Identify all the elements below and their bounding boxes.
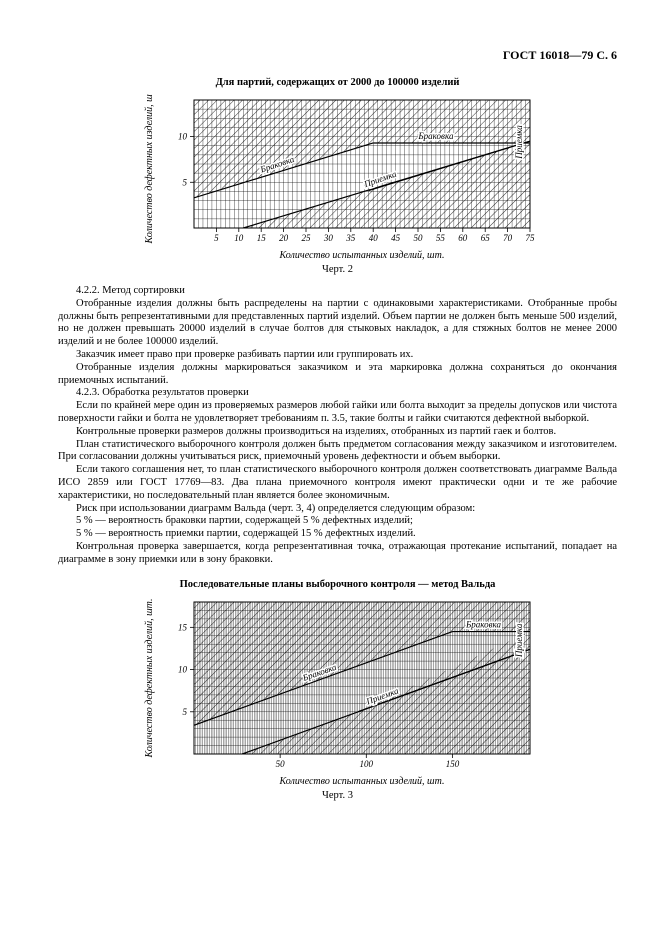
svg-text:5: 5 xyxy=(182,706,187,716)
svg-text:40: 40 xyxy=(368,233,378,243)
para: План статистического выборочного контрол… xyxy=(58,439,617,465)
para: Отобранные изделия должны маркироваться … xyxy=(58,362,617,388)
para: Контрольная проверка завершается, когда … xyxy=(58,541,617,567)
para: Если по крайней мере один из проверяемых… xyxy=(58,400,617,426)
svg-text:60: 60 xyxy=(458,233,468,243)
chart2: 50 100 150 5 10 15 Количество испытанных издел… xyxy=(138,596,538,788)
svg-text:25: 25 xyxy=(301,233,311,243)
svg-text:50: 50 xyxy=(413,233,423,243)
svg-text:55: 55 xyxy=(435,233,445,243)
chart1-wrap: 5 10 15 20 25 30 35 40 45 50 55 60 65 70 75 5 10 Количест… xyxy=(58,94,617,262)
svg-text:Количество испытанных изделий,: Количество испытанных изделий, шт. xyxy=(278,250,444,261)
chart2-title: Последовательные планы выборочного контр… xyxy=(58,579,617,590)
chart1: 5 10 15 20 25 30 35 40 45 50 55 60 65 70 75 5 10 Количест… xyxy=(138,94,538,262)
svg-text:30: 30 xyxy=(322,233,333,243)
para: 5 % — вероятность браковки партии, содер… xyxy=(58,515,617,528)
svg-text:35: 35 xyxy=(345,233,356,243)
svg-text:Количество испытанных изделий,: Количество испытанных изделий, шт. xyxy=(278,776,444,787)
svg-text:70: 70 xyxy=(503,233,512,243)
para: Отобранные изделия должны быть распредел… xyxy=(58,298,617,349)
para-4-2-3: 4.2.3. Обработка результатов проверки xyxy=(58,387,617,400)
svg-text:Браковка: Браковка xyxy=(417,131,454,141)
doc-id: ГОСТ 16018—79 С. 6 xyxy=(58,48,617,63)
svg-text:5: 5 xyxy=(214,233,219,243)
para: Контрольные проверки размеров должны про… xyxy=(58,426,617,439)
svg-text:15: 15 xyxy=(178,622,188,632)
svg-text:15: 15 xyxy=(256,233,266,243)
svg-text:Количество дефектных изделий,: Количество дефектных изделий, шт. xyxy=(144,94,155,245)
para: Риск при использовании диаграмм Вальда (… xyxy=(58,503,617,516)
svg-text:Приемка: Приемка xyxy=(514,125,524,160)
para: Если такого соглашения нет, то план стат… xyxy=(58,464,617,502)
svg-text:100: 100 xyxy=(359,759,373,769)
document-page: { "header": { "doc_id": "ГОСТ 16018—79 С… xyxy=(0,0,661,936)
svg-text:45: 45 xyxy=(391,233,401,243)
svg-text:Количество дефектных изделий,: Количество дефектных изделий, шт. xyxy=(144,598,155,758)
para-4-2-2: 4.2.2. Метод сортировки xyxy=(58,285,617,298)
svg-text:5: 5 xyxy=(182,177,187,187)
svg-text:50: 50 xyxy=(275,759,285,769)
svg-text:20: 20 xyxy=(279,233,289,243)
para: 5 % — вероятность приемки партии, содерж… xyxy=(58,528,617,541)
svg-text:10: 10 xyxy=(178,132,188,142)
chart2-wrap: 50 100 150 5 10 15 Количество испытанных издел… xyxy=(58,596,617,788)
svg-text:75: 75 xyxy=(525,233,535,243)
svg-text:10: 10 xyxy=(234,233,244,243)
svg-text:150: 150 xyxy=(445,759,459,769)
chart1-title: Для партий, содержащих от 2000 до 100000… xyxy=(58,77,617,88)
svg-text:Браковка: Браковка xyxy=(464,619,501,629)
svg-text:10: 10 xyxy=(178,664,188,674)
svg-text:Приемка: Приемка xyxy=(514,623,524,658)
para: Заказчик имеет право при проверке разбив… xyxy=(58,349,617,362)
chart2-caption: Черт. 3 xyxy=(58,790,617,801)
svg-text:65: 65 xyxy=(480,233,490,243)
chart1-caption: Черт. 2 xyxy=(58,264,617,275)
body-text: 4.2.2. Метод сортировки Отобранные издел… xyxy=(58,285,617,567)
